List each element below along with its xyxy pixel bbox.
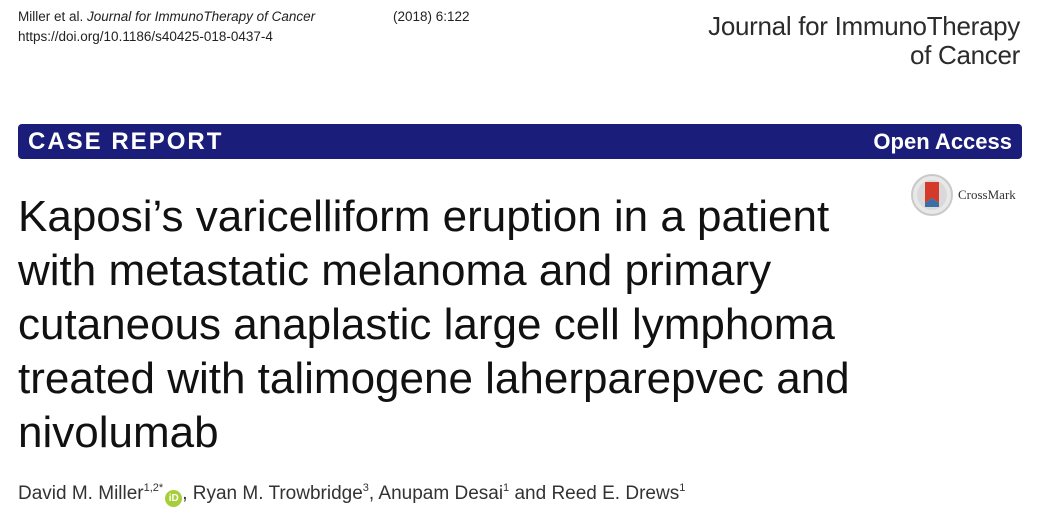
citation-line: Miller et al. Journal for ImmunoTherapy … xyxy=(18,7,470,27)
author-separator: , xyxy=(182,483,193,504)
crossmark-badge[interactable]: CrossMark xyxy=(910,173,1016,217)
author-separator: , xyxy=(368,483,379,504)
author-name[interactable]: David M. Miller xyxy=(18,483,144,504)
article-type-label: CASE REPORT xyxy=(28,127,224,155)
journal-logo: Journal for ImmunoTherapy of Cancer xyxy=(708,12,1020,70)
author-list: David M. Miller1,2*iD, Ryan M. Trowbridg… xyxy=(18,475,685,507)
author-affiliation: 1 xyxy=(503,482,510,494)
author-name[interactable]: Reed E. Drews xyxy=(551,483,680,504)
citation-journal: Journal for ImmunoTherapy of Cancer xyxy=(87,9,316,24)
citation-volume: (2018) 6:122 xyxy=(393,9,470,24)
author-separator: and xyxy=(509,483,552,504)
article-citation: Miller et al. Journal for ImmunoTherapy … xyxy=(18,7,470,47)
author-affiliation: 3 xyxy=(362,482,369,494)
citation-authors: Miller et al. xyxy=(18,9,84,24)
orcid-icon[interactable]: iD xyxy=(165,490,183,507)
crossmark-label: CrossMark xyxy=(958,187,1016,202)
journal-logo-line2: of Cancer xyxy=(909,40,1020,70)
crossmark-icon xyxy=(911,174,953,216)
article-title: Kaposi’s varicelliform eruption in a pat… xyxy=(18,192,850,457)
author-name[interactable]: Ryan M. Trowbridge xyxy=(192,483,363,504)
author-affiliation: 1,2* xyxy=(143,482,164,494)
author-affiliation: 1 xyxy=(679,482,686,494)
citation-doi[interactable]: https://doi.org/10.1186/s40425-018-0437-… xyxy=(18,29,273,44)
article-type-banner: CASE REPORT Open Access xyxy=(18,124,1022,159)
journal-logo-line1: Journal for ImmunoTherapy xyxy=(708,11,1020,41)
author-name[interactable]: Anupam Desai xyxy=(378,483,504,504)
open-access-label: Open Access xyxy=(873,128,1012,154)
